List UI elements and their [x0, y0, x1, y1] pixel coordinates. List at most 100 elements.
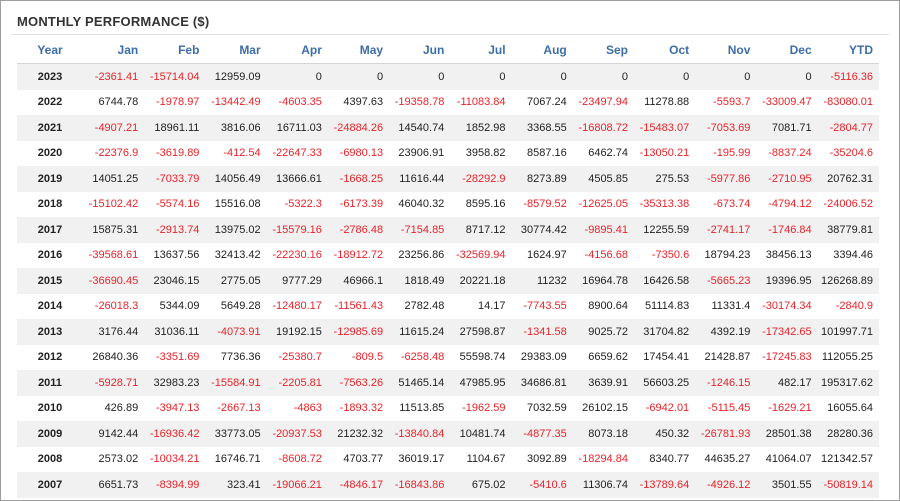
month-cell: -1746.84	[756, 217, 818, 243]
month-cell: -3947.13	[144, 395, 206, 421]
month-cell: -4794.12	[756, 191, 818, 217]
month-cell: -9895.41	[572, 217, 634, 243]
month-cell: -3619.89	[144, 140, 206, 166]
month-cell: 31704.82	[633, 319, 696, 345]
table-row: 2011 -5928.71 32983.23 -15584.91 -2205.81 -75…	[17, 370, 879, 396]
month-cell: -26018.3	[83, 293, 145, 319]
table-row: 2020 -22376.9 -3619.89 -412.54 -22647.33 -698…	[17, 140, 879, 166]
month-cell: 675.02	[450, 472, 512, 498]
ytd-cell: 195317.62	[817, 370, 879, 396]
month-cell: 482.17	[756, 370, 818, 396]
month-cell: 10481.74	[450, 421, 512, 447]
month-cell: -11083.84	[450, 89, 512, 115]
month-cell: 0	[511, 63, 573, 90]
table-row: 2013 3176.44 31036.11 -4073.91 19192.15 -1298…	[17, 319, 879, 345]
month-cell: 5649.28	[205, 293, 267, 319]
month-cell: -1246.15	[695, 370, 757, 396]
month-cell: 47985.95	[450, 370, 512, 396]
month-cell: -4603.35	[266, 89, 328, 115]
month-cell: 16711.03	[266, 115, 328, 141]
column-header-jun: Jun	[389, 37, 451, 64]
month-cell: 1104.67	[450, 446, 512, 472]
year-cell: 2007	[17, 472, 83, 498]
ytd-cell: 38779.81	[817, 217, 879, 243]
column-header-aug: Aug	[511, 37, 573, 64]
month-cell: 6744.78	[83, 89, 145, 115]
ytd-cell: -24006.52	[817, 191, 879, 217]
month-cell: 11306.74	[572, 472, 634, 498]
month-cell: 16746.71	[205, 446, 267, 472]
month-cell: 2573.02	[83, 446, 145, 472]
month-cell: 17454.41	[633, 344, 696, 370]
column-header-mar: Mar	[205, 37, 267, 64]
month-cell: 55598.74	[450, 344, 512, 370]
month-cell: 14056.49	[205, 166, 267, 192]
month-cell: -5665.23	[695, 268, 757, 294]
month-cell: 19396.95	[756, 268, 818, 294]
table-row: 2009 9142.44 -16936.42 33773.05 -20937.53 212…	[17, 421, 879, 447]
month-cell: -8608.72	[266, 446, 328, 472]
month-cell: 0	[450, 63, 512, 90]
ytd-cell: -50819.14	[817, 472, 879, 498]
month-cell: 8273.89	[511, 166, 573, 192]
ytd-cell: -35204.6	[817, 140, 879, 166]
month-cell: -15579.16	[266, 217, 328, 243]
month-cell: -13442.49	[205, 89, 267, 115]
month-cell: -39568.61	[83, 242, 145, 268]
month-cell: 14540.74	[389, 115, 451, 141]
month-cell: 11513.85	[389, 395, 451, 421]
ytd-cell: 101997.71	[817, 319, 879, 345]
ytd-cell: 16055.64	[817, 395, 879, 421]
month-cell: -2741.17	[695, 217, 757, 243]
month-cell: -195.99	[695, 140, 757, 166]
month-cell: 0	[389, 63, 451, 90]
column-header-oct: Oct	[633, 37, 696, 64]
month-cell: 27598.87	[450, 319, 512, 345]
month-cell: 0	[572, 63, 634, 90]
month-cell: -1978.97	[144, 89, 206, 115]
month-cell: 30774.42	[511, 217, 573, 243]
month-cell: -1962.59	[450, 395, 512, 421]
month-cell: 31036.11	[144, 319, 206, 345]
month-cell: -4846.17	[327, 472, 390, 498]
month-cell: -673.74	[695, 191, 757, 217]
column-header-sep: Sep	[572, 37, 634, 64]
month-cell: -18294.84	[572, 446, 634, 472]
month-cell: -13789.64	[633, 472, 696, 498]
month-cell: -7563.26	[327, 370, 390, 396]
month-cell: 11331.4	[695, 293, 757, 319]
month-cell: -13050.21	[633, 140, 696, 166]
month-cell: -6258.48	[389, 344, 451, 370]
month-cell: -33009.47	[756, 89, 818, 115]
month-cell: -11561.43	[327, 293, 390, 319]
year-cell: 2014	[17, 293, 83, 319]
table-header-row: Year Jan Feb Mar Apr May Jun Jul Aug Sep Oct Nov Dec…	[17, 37, 879, 64]
column-header-feb: Feb	[144, 37, 206, 64]
month-cell: 46966.1	[327, 268, 390, 294]
ytd-cell: 121342.57	[817, 446, 879, 472]
year-cell: 2011	[17, 370, 83, 396]
month-cell: 12959.09	[205, 63, 267, 90]
month-cell: 1852.98	[450, 115, 512, 141]
month-cell: -13840.84	[389, 421, 451, 447]
month-cell: 0	[695, 63, 757, 90]
month-cell: 5344.09	[144, 293, 206, 319]
month-cell: 3639.91	[572, 370, 634, 396]
month-cell: -22230.16	[266, 242, 328, 268]
month-cell: 6462.74	[572, 140, 634, 166]
column-header-ytd: YTD	[817, 37, 879, 64]
month-cell: -412.54	[205, 140, 267, 166]
column-header-jul: Jul	[450, 37, 512, 64]
table-body: 2023 -2361.41 -15714.04 12959.09 0 0 0 0 0 0 0 0 0 -5…	[17, 63, 879, 498]
month-cell: 29383.09	[511, 344, 573, 370]
month-cell: -17342.65	[756, 319, 818, 345]
month-cell: -4877.35	[511, 421, 573, 447]
month-cell: 8900.64	[572, 293, 634, 319]
year-cell: 2012	[17, 344, 83, 370]
month-cell: 13975.02	[205, 217, 267, 243]
month-cell: 26840.36	[83, 344, 145, 370]
ytd-cell: -5116.36	[817, 63, 879, 90]
month-cell: 7032.59	[511, 395, 573, 421]
month-cell: -2913.74	[144, 217, 206, 243]
column-header-year: Year	[17, 37, 83, 64]
